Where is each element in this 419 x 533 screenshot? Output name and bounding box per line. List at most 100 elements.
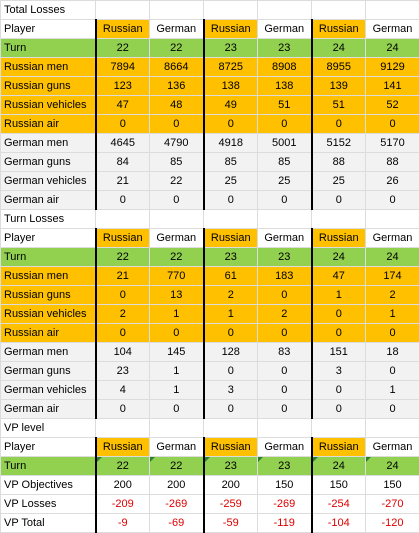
value-cell[interactable]: 0 (366, 324, 419, 343)
value-cell[interactable]: -59 (204, 514, 258, 533)
row-label[interactable]: German vehicles (1, 381, 96, 400)
cell[interactable] (96, 210, 150, 229)
cell[interactable] (312, 419, 366, 438)
player-col-russian[interactable]: Russian (96, 438, 150, 457)
cell[interactable] (312, 1, 366, 20)
value-cell[interactable]: 1 (366, 381, 419, 400)
value-cell[interactable]: 200 (150, 476, 204, 495)
turn-cell[interactable]: 23 (258, 457, 312, 476)
value-cell[interactable]: 5152 (312, 134, 366, 153)
turn-cell[interactable]: 24 (366, 248, 419, 267)
value-cell[interactable]: 48 (150, 96, 204, 115)
value-cell[interactable]: 0 (312, 400, 366, 419)
value-cell[interactable]: 0 (96, 324, 150, 343)
value-cell[interactable]: 1 (366, 305, 419, 324)
turn-cell[interactable]: 22 (96, 39, 150, 58)
row-label[interactable]: Russian air (1, 324, 96, 343)
cell[interactable] (150, 419, 204, 438)
value-cell[interactable]: 85 (204, 153, 258, 172)
player-label[interactable]: Player (1, 20, 96, 39)
value-cell[interactable]: 0 (258, 324, 312, 343)
player-label[interactable]: Player (1, 438, 96, 457)
cell[interactable] (258, 1, 312, 20)
value-cell[interactable]: 0 (150, 324, 204, 343)
turn-cell[interactable]: 23 (204, 248, 258, 267)
player-col-german[interactable]: German (366, 229, 419, 248)
turn-cell[interactable]: 23 (204, 457, 258, 476)
value-cell[interactable]: 0 (312, 115, 366, 134)
turn-cell[interactable]: 23 (204, 39, 258, 58)
value-cell[interactable]: 0 (366, 115, 419, 134)
value-cell[interactable]: -270 (366, 495, 419, 514)
value-cell[interactable]: -259 (204, 495, 258, 514)
value-cell[interactable]: 18 (366, 343, 419, 362)
value-cell[interactable]: 4645 (96, 134, 150, 153)
value-cell[interactable]: 128 (204, 343, 258, 362)
row-label[interactable]: Russian air (1, 115, 96, 134)
value-cell[interactable]: 88 (366, 153, 419, 172)
value-cell[interactable]: 13 (150, 286, 204, 305)
player-col-russian[interactable]: Russian (204, 438, 258, 457)
value-cell[interactable]: 145 (150, 343, 204, 362)
value-cell[interactable]: 151 (312, 343, 366, 362)
row-label[interactable]: VP Total (1, 514, 96, 533)
row-label[interactable]: German vehicles (1, 172, 96, 191)
player-col-russian[interactable]: Russian (96, 20, 150, 39)
value-cell[interactable]: 0 (366, 191, 419, 210)
turn-cell[interactable]: 22 (150, 248, 204, 267)
value-cell[interactable]: 8908 (258, 58, 312, 77)
player-col-russian[interactable]: Russian (204, 20, 258, 39)
section-title[interactable]: Total Losses (1, 1, 96, 20)
cell[interactable] (96, 419, 150, 438)
value-cell[interactable]: 7894 (96, 58, 150, 77)
cell[interactable] (258, 210, 312, 229)
cell[interactable] (366, 1, 419, 20)
row-label[interactable]: German air (1, 191, 96, 210)
turn-label[interactable]: Turn (1, 39, 96, 58)
player-col-german[interactable]: German (258, 20, 312, 39)
value-cell[interactable]: 0 (204, 115, 258, 134)
value-cell[interactable]: 0 (366, 400, 419, 419)
row-label[interactable]: Russian men (1, 58, 96, 77)
player-col-russian[interactable]: Russian (204, 229, 258, 248)
value-cell[interactable]: 8955 (312, 58, 366, 77)
value-cell[interactable]: 4 (96, 381, 150, 400)
turn-cell[interactable]: 22 (96, 248, 150, 267)
value-cell[interactable]: 0 (258, 286, 312, 305)
cell[interactable] (150, 210, 204, 229)
turn-label[interactable]: Turn (1, 457, 96, 476)
value-cell[interactable]: 0 (96, 286, 150, 305)
value-cell[interactable]: 5170 (366, 134, 419, 153)
player-col-german[interactable]: German (366, 438, 419, 457)
value-cell[interactable]: 22 (150, 172, 204, 191)
value-cell[interactable]: -120 (366, 514, 419, 533)
turn-cell[interactable]: 23 (258, 39, 312, 58)
row-label[interactable]: German men (1, 343, 96, 362)
value-cell[interactable]: 139 (312, 77, 366, 96)
row-label[interactable]: VP Losses (1, 495, 96, 514)
row-label[interactable]: Russian guns (1, 77, 96, 96)
turn-cell[interactable]: 24 (366, 457, 419, 476)
value-cell[interactable]: 4918 (204, 134, 258, 153)
value-cell[interactable]: 25 (312, 172, 366, 191)
turn-cell[interactable]: 24 (312, 457, 366, 476)
value-cell[interactable]: 51 (312, 96, 366, 115)
section-title[interactable]: Turn Losses (1, 210, 96, 229)
value-cell[interactable]: 200 (96, 476, 150, 495)
cell[interactable] (204, 1, 258, 20)
value-cell[interactable]: 183 (258, 267, 312, 286)
value-cell[interactable]: 1 (150, 381, 204, 400)
cell[interactable] (204, 419, 258, 438)
value-cell[interactable]: 1 (150, 362, 204, 381)
value-cell[interactable]: 0 (96, 191, 150, 210)
row-label[interactable]: German air (1, 400, 96, 419)
value-cell[interactable]: 26 (366, 172, 419, 191)
value-cell[interactable]: 0 (312, 191, 366, 210)
value-cell[interactable]: 61 (204, 267, 258, 286)
value-cell[interactable]: 2 (96, 305, 150, 324)
value-cell[interactable]: 0 (312, 324, 366, 343)
turn-cell[interactable]: 22 (150, 457, 204, 476)
player-col-german[interactable]: German (150, 229, 204, 248)
value-cell[interactable]: 88 (312, 153, 366, 172)
value-cell[interactable]: 150 (258, 476, 312, 495)
